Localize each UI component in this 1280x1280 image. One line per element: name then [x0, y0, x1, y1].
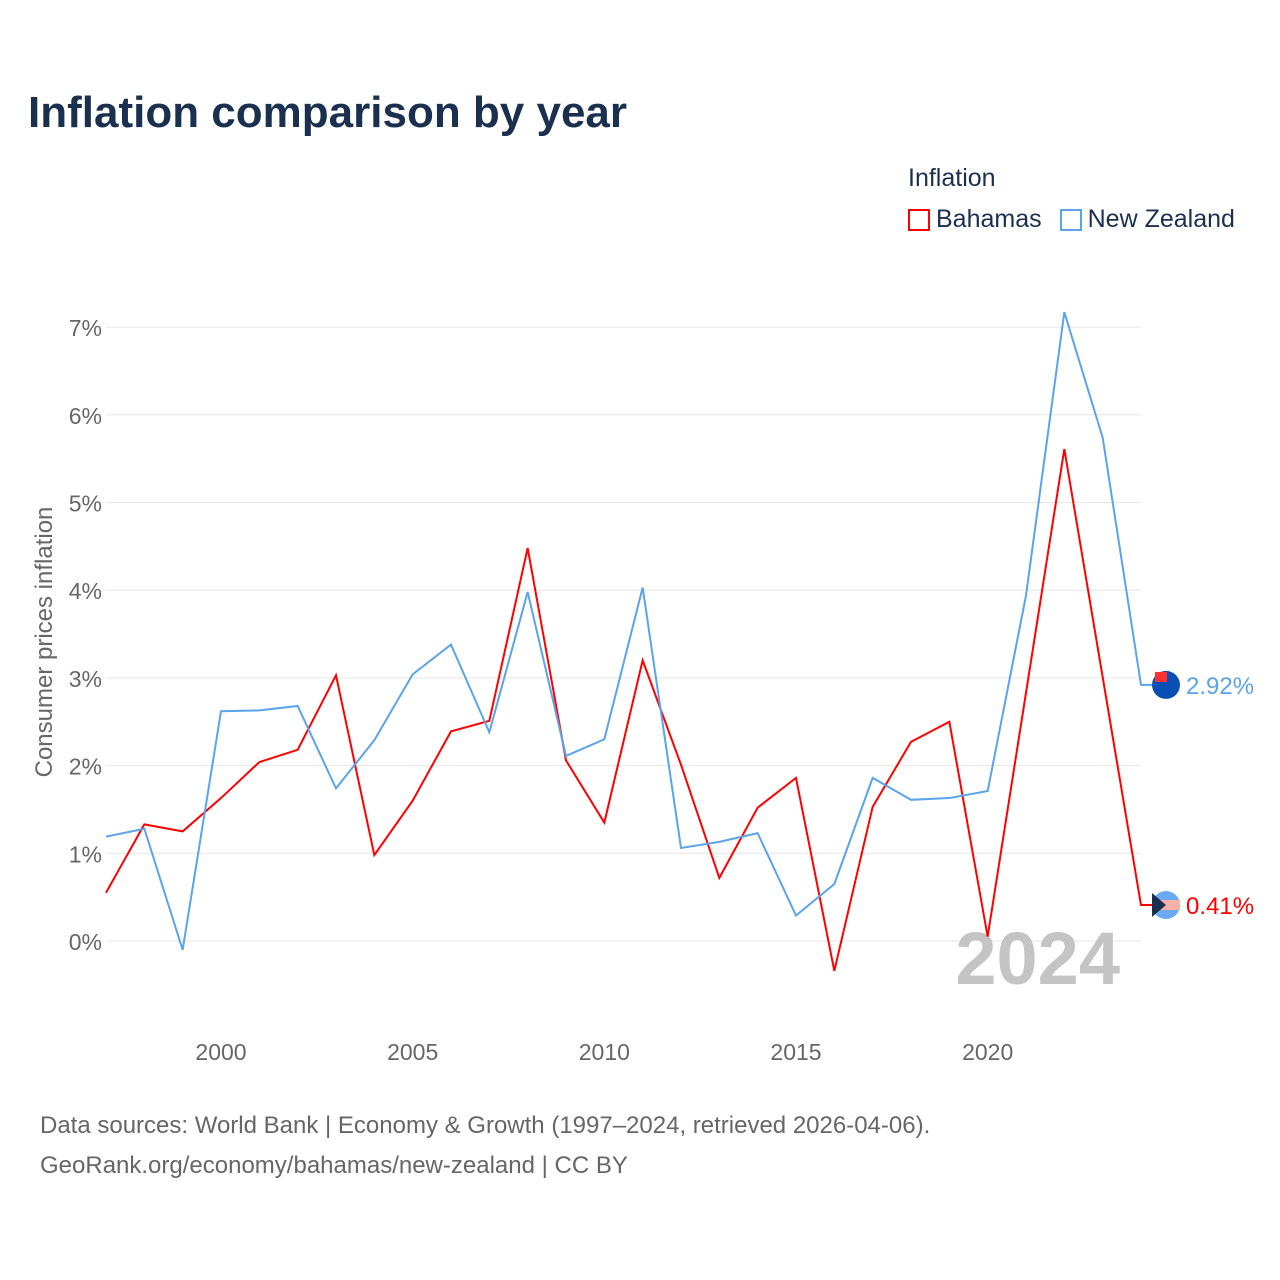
y-tick-label: 1%: [69, 841, 102, 867]
legend-title: Inflation: [908, 164, 996, 192]
x-tick-label: 2020: [962, 1039, 1013, 1065]
legend: Bahamas New Zealand: [908, 205, 1235, 234]
y-tick-label: 3%: [69, 666, 102, 692]
y-tick-label: 0%: [69, 929, 102, 955]
series-line-new-zealand: [105, 311, 1153, 951]
legend-item-bahamas[interactable]: Bahamas: [908, 205, 1042, 234]
legend-swatch-bahamas: [908, 208, 930, 231]
legend-item-new-zealand[interactable]: New Zealand: [1059, 205, 1235, 234]
y-tick-label: 2%: [69, 754, 102, 780]
flag-union-jack: [1155, 671, 1167, 682]
legend-label: Bahamas: [936, 205, 1042, 233]
x-tick-label: 2000: [195, 1039, 246, 1065]
footer: Data sources: World Bank | Economy & Gro…: [40, 1106, 930, 1186]
flag-triangle: [1152, 893, 1166, 918]
series-line-bahamas: [105, 448, 1153, 972]
chart-title: Inflation comparison by year: [28, 88, 628, 137]
y-tick-label: 6%: [69, 403, 102, 429]
y-tick-label: 7%: [69, 315, 102, 341]
x-tick-label: 2010: [579, 1039, 630, 1065]
x-tick-label: 2015: [770, 1039, 821, 1065]
legend-label: New Zealand: [1087, 205, 1235, 233]
footer-link[interactable]: GeoRank.org/economy/bahamas/new-zealand …: [40, 1152, 628, 1179]
y-axis-label: Consumer prices inflation: [31, 507, 58, 778]
y-tick-label: 5%: [69, 491, 102, 517]
end-value-label: 2.92%: [1186, 673, 1254, 700]
legend-swatch-new-zealand: [1059, 208, 1082, 231]
end-value-label: 0.41%: [1186, 893, 1254, 920]
year-watermark: 2024: [955, 917, 1120, 1000]
footer-sources: Data sources: World Bank | Economy & Gro…: [40, 1112, 931, 1139]
y-tick-label: 4%: [69, 578, 102, 604]
x-tick-label: 2005: [387, 1039, 438, 1065]
